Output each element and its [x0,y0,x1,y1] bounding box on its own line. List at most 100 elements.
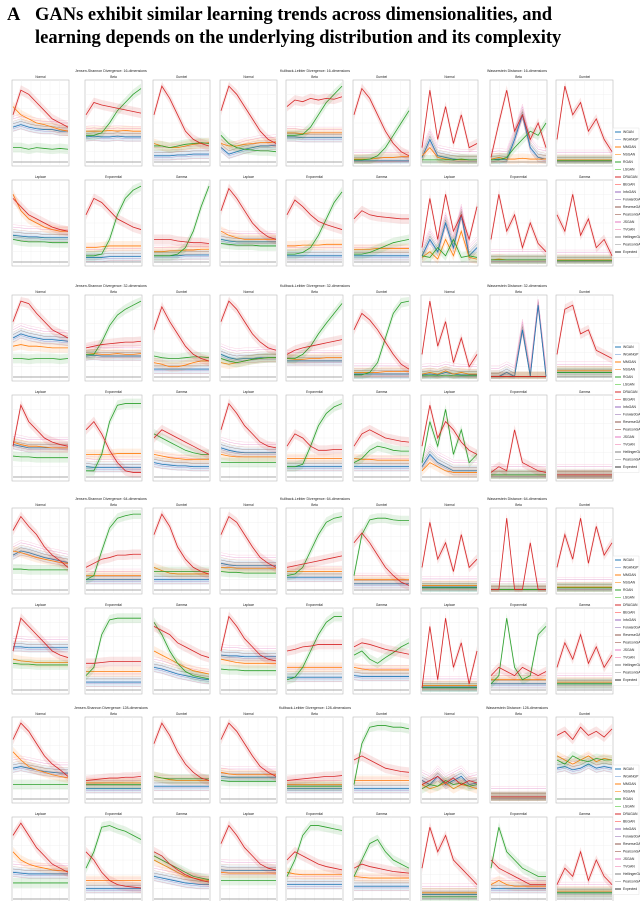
confidence-band [557,722,612,745]
confidence-band [491,469,546,479]
series-line-reversegan [353,672,409,674]
legend-label: LSGAN [623,596,635,600]
confidence-band [221,352,276,370]
series-line-rgan [354,110,410,161]
legend-label: LSGAN [623,805,635,809]
panel-title: Normal [35,503,46,507]
confidence-band [221,867,276,879]
series-line-dragan [286,96,343,107]
block-title: Wasserstein Distance: 32-dimensions [487,284,547,288]
confidence-band [86,241,141,253]
series-line-tvgan [556,753,613,760]
series-line-began [491,117,546,162]
legend: WGAN WGANGP MMGAN NSGAN RGAN LSGAN DRAGAN BEGAN… [612,127,640,258]
series-line-forwardgan [12,765,68,773]
series-line-forwardgan [12,234,68,238]
series-line-mmgan [490,157,546,160]
legend-label: ForwardGAN [623,626,640,630]
confidence-band [354,528,409,591]
series-line-rgan [220,780,276,782]
series-line-pearsongan [220,139,277,149]
series-line-dragan [12,617,69,658]
series-line-rgan [491,122,547,161]
confidence-band [13,451,68,463]
series-line-jsgan [220,230,276,234]
panel-title: Gamma [176,812,188,816]
series-line-tvgan [491,299,547,367]
confidence-band [154,646,209,679]
panel-title: Beta [311,503,318,507]
confidence-band [287,511,342,581]
series-line-dragan [556,726,613,741]
series-line-infogan [220,146,277,157]
legend-label: InfoGAN [623,618,637,622]
series-line-dragan [220,300,277,351]
confidence-band [221,130,276,157]
legend-label: LSGAN [623,383,635,387]
series-line-wgan [287,136,342,139]
series-line-jsgan [421,767,478,777]
series-line-reversegan [12,547,69,560]
block-title: Jensen-Shannon Divergence: 16-dimensions [75,69,147,73]
series-line-began [421,458,477,476]
series-line-rgan [353,445,409,463]
legend-label: WGAN [623,345,634,349]
panel-title: Gumbel [579,75,590,79]
series-line-pearsongan [220,348,276,354]
series-line-mmgan [153,360,209,368]
confidence-band [422,582,477,592]
panel-title: Normal [35,75,46,79]
series-line-mmgan [220,230,276,240]
confidence-band [86,350,141,361]
series-line-mmgan [286,871,342,876]
series-line-infogan [85,356,141,358]
series-line-dragan [220,722,277,777]
panel-normal: Normal [219,712,278,804]
series-line-began [85,139,141,142]
series-line-rgan [220,668,276,672]
panel-exponential: Exponential [489,175,548,267]
panel-gumbel: Gumbel [555,503,614,595]
block-title: Wasserstein Distance: 128-dimensions [486,706,548,710]
confidence-band [287,639,342,656]
series-line-wgan [153,876,209,885]
series-line-wgan [220,562,276,567]
legend-label: BEGAN [623,611,635,615]
series-line-wgan [220,447,276,454]
series-line-infogan [86,258,141,260]
confidence-band [221,349,276,365]
confidence-band [491,152,546,164]
series-line-dragan [353,87,410,157]
series-line-rgan [153,622,210,680]
confidence-band [13,119,68,137]
panel-beta: Beta [84,290,143,382]
series-line-forwardgan [12,123,68,131]
panel-beta: Beta [285,503,344,595]
panel-title: Laplace [243,390,254,394]
series-line-wgan [12,124,68,132]
block-title: Kullback-Leibler Divergence: 128-dimensi… [279,706,351,710]
confidence-band [422,822,477,890]
series-line-infogan [154,256,209,258]
legend-label: PearsonGAN [623,243,640,247]
series-line-tvgan [353,664,409,667]
series-line-dragan [220,402,277,449]
series-line-forwardgan [154,153,209,156]
confidence-band [86,461,141,473]
legend-label: Expected [623,678,637,682]
legend-label: DRAGAN [623,390,638,394]
series-line-wgan [353,675,409,677]
series-line-dragan [154,238,210,244]
panel-gamma: Gamma [555,603,614,695]
series-line-dragan [220,515,277,568]
panel-title: Normal [444,712,455,716]
legend-label: JSGAN [623,857,635,861]
series-line-forwardgan [220,446,276,453]
series-line-pearsongan [12,866,68,869]
panel-title: Beta [515,75,522,79]
confidence-band [354,871,409,883]
panel-exponential: Exponential [489,603,548,695]
series-line-reversegan [421,211,478,254]
confidence-band [13,819,68,878]
legend-box [612,555,640,686]
